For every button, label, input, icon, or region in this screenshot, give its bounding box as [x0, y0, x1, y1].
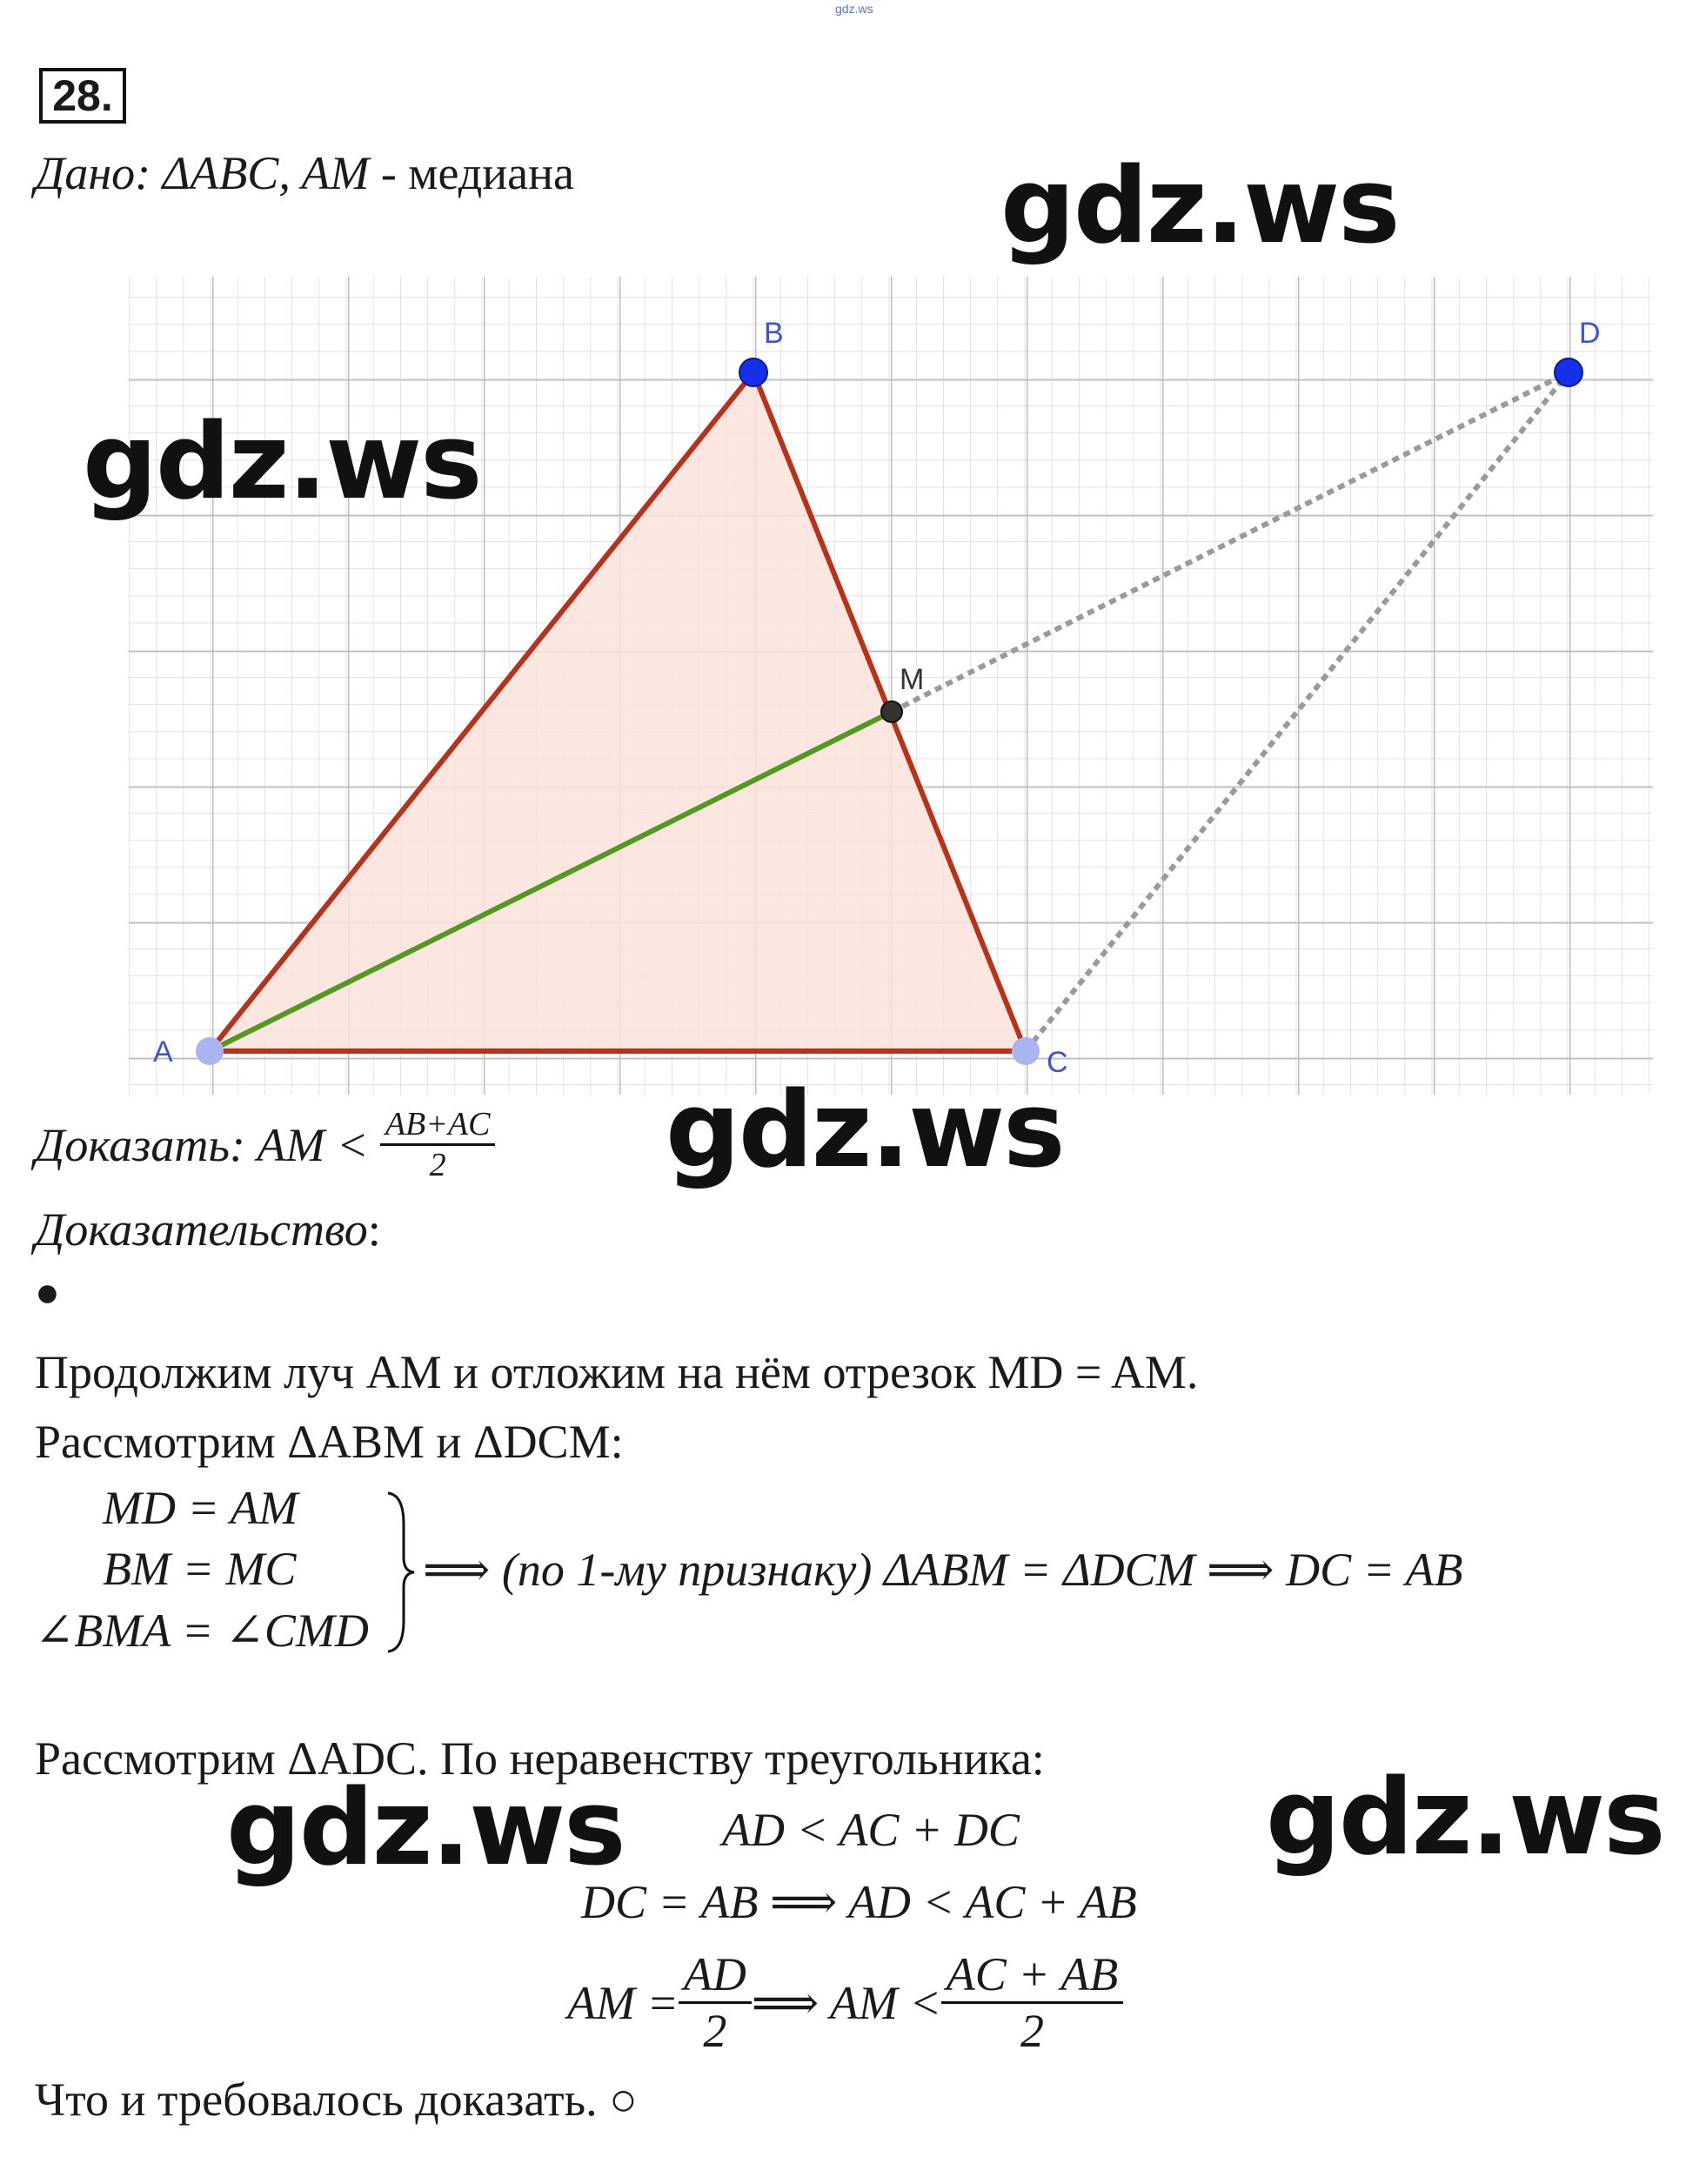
watermark-3: gdz.ws [666, 1070, 1066, 1191]
label-b: B [764, 317, 784, 350]
ineq3-den-1: 2 [703, 2005, 727, 2057]
proof-line-3: Рассмотрим ΔADC. По неравенству треуголь… [35, 1732, 1045, 1785]
system-eq-3: ∠BMA = ∠CMD [35, 1605, 369, 1657]
prove-fraction: AB+AC 2 [379, 1105, 496, 1184]
system-brace [387, 1491, 415, 1653]
ineq3-num-1: AD [678, 1947, 752, 2004]
site-mark-small: gdz.ws [835, 2, 873, 16]
median-am [208, 709, 893, 1054]
point-c [1012, 1037, 1040, 1065]
prove-denominator: 2 [429, 1147, 446, 1183]
proof-line-2: Рассмотрим ΔABM и ΔDCM: [35, 1416, 624, 1468]
watermark-2: gdz.ws [83, 402, 483, 523]
given-text: : ΔABC, AM [135, 147, 370, 199]
proof-line-1: Продолжим луч AM и отложим на нём отрезо… [35, 1346, 1199, 1398]
given-median: - медиана [369, 147, 574, 199]
label-c: C [1047, 1046, 1068, 1079]
inequality-1: AD < AC + DC [722, 1804, 1020, 1856]
system-eq-1: MD = AM [103, 1482, 298, 1534]
ineq3-fraction-1: AD 2 [678, 1947, 752, 2058]
ineq3-fraction-2: AC + AB 2 [940, 1947, 1124, 2058]
prove-numerator: AB+AC [379, 1105, 496, 1146]
dashed-md [890, 370, 1570, 714]
inequality-3: AM = AD 2 ⟹ AM < AC + AB 2 [567, 1947, 1124, 2058]
watermark-4: gdz.ws [226, 1768, 626, 1889]
given-label: Дано [35, 147, 136, 199]
ineq3-lhs: AM = [567, 1976, 679, 2029]
dashed-cd [1023, 371, 1571, 1053]
prove-line: Доказать: AM < AB+AC 2 [35, 1106, 496, 1184]
system-result: ⟹ (по 1-му признаку) ΔABM = ΔDCM ⟹ DC = … [423, 1544, 1463, 1596]
inequality-2: DC = AB ⟹ AD < AC + AB [581, 1876, 1137, 1928]
bullet: ● [35, 1270, 60, 1316]
geometry-figure: A B C D M [129, 277, 1653, 1095]
prove-label: Доказать [35, 1118, 230, 1171]
problem-number: 28. [39, 68, 126, 124]
given-line: Дано: ΔABC, AM - медиана [35, 146, 574, 200]
watermark-1: gdz.ws [1000, 146, 1401, 267]
proof-colon: : [367, 1203, 381, 1256]
proof-heading: Доказательство: [35, 1203, 381, 1256]
watermark-5: gdz.ws [1266, 1758, 1666, 1879]
point-m [880, 700, 903, 723]
point-d [1554, 358, 1583, 387]
prove-lhs: : AM < [229, 1118, 380, 1171]
proof-end: Что и требовалось доказать. ○ [35, 2073, 638, 2126]
point-b [739, 358, 768, 387]
ineq3-num-2: AC + AB [940, 1947, 1124, 2004]
label-m: M [900, 663, 924, 696]
ineq3-den-2: 2 [1020, 2005, 1044, 2057]
proof-label: Доказательство [35, 1203, 368, 1256]
label-d: D [1579, 317, 1601, 350]
point-a [196, 1037, 224, 1065]
label-a: A [153, 1035, 173, 1069]
system-eq-2: BM = MC [103, 1543, 297, 1595]
ineq3-mid: ⟹ AM < [751, 1977, 941, 2029]
